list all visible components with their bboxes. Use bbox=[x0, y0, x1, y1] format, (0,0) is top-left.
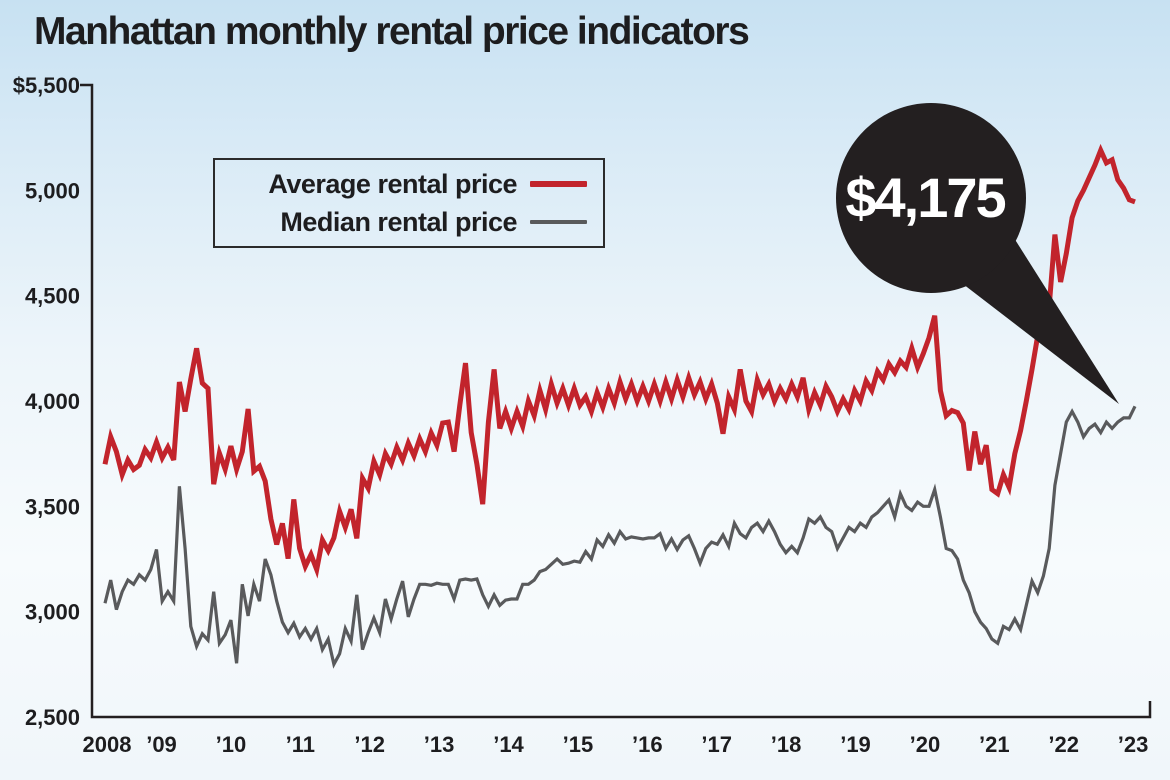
y-tick-label: 4,500 bbox=[25, 284, 80, 309]
x-tick-label: ’22 bbox=[1048, 732, 1079, 757]
x-tick-label: ’19 bbox=[840, 732, 871, 757]
x-tick-label: ’13 bbox=[424, 732, 455, 757]
legend-item-median: Median rental price bbox=[215, 205, 603, 239]
legend-label-median: Median rental price bbox=[280, 207, 517, 237]
x-tick-label: ’21 bbox=[979, 732, 1010, 757]
y-tick-label: 3,500 bbox=[25, 494, 80, 519]
average-line-swatch bbox=[530, 181, 587, 187]
legend-label-average: Average rental price bbox=[268, 169, 517, 199]
legend: Average rental price Median rental price bbox=[213, 158, 605, 248]
x-tick-label: 2008 bbox=[83, 732, 132, 757]
y-tick-label: 4,000 bbox=[25, 389, 80, 414]
y-axis-labels: $5,500 5,000 4,500 4,000 3,500 3,000 2,500 bbox=[13, 73, 80, 730]
x-tick-label: ’23 bbox=[1118, 732, 1149, 757]
callout-tail bbox=[963, 238, 1119, 404]
x-tick-label: ’17 bbox=[701, 732, 732, 757]
x-tick-label: ’11 bbox=[286, 732, 315, 757]
chart-title: Manhattan monthly rental price indicator… bbox=[34, 10, 750, 53]
x-tick-label: ’14 bbox=[493, 732, 524, 757]
x-axis-labels: 2008 ’09 ’10 ’11 ’12 ’13 ’14 ’15 ’16 ’17 ’18 ’19 ’20… bbox=[83, 732, 1149, 757]
median-line-swatch bbox=[530, 220, 587, 224]
legend-item-average: Average rental price bbox=[215, 167, 603, 201]
x-tick-label: ’09 bbox=[146, 732, 177, 757]
x-tick-label: ’18 bbox=[771, 732, 802, 757]
y-tick-label: 3,000 bbox=[25, 600, 80, 625]
axis-line bbox=[80, 83, 1152, 719]
x-tick-label: ’15 bbox=[563, 732, 594, 757]
x-tick-label: ’20 bbox=[910, 732, 941, 757]
callout-value: $4,175 bbox=[845, 166, 1005, 229]
x-tick-label: ’16 bbox=[632, 732, 663, 757]
x-tick-label: ’12 bbox=[354, 732, 385, 757]
median-line bbox=[103, 405, 1137, 669]
average-line bbox=[102, 143, 1136, 579]
y-tick-label: $5,500 bbox=[13, 73, 80, 98]
callout-circle bbox=[836, 103, 1026, 293]
x-tick-label: ’10 bbox=[216, 732, 247, 757]
y-tick-label: 5,000 bbox=[25, 178, 80, 203]
callout-bubble: $4,175 bbox=[836, 103, 1119, 404]
y-tick-label: 2,500 bbox=[25, 705, 80, 730]
